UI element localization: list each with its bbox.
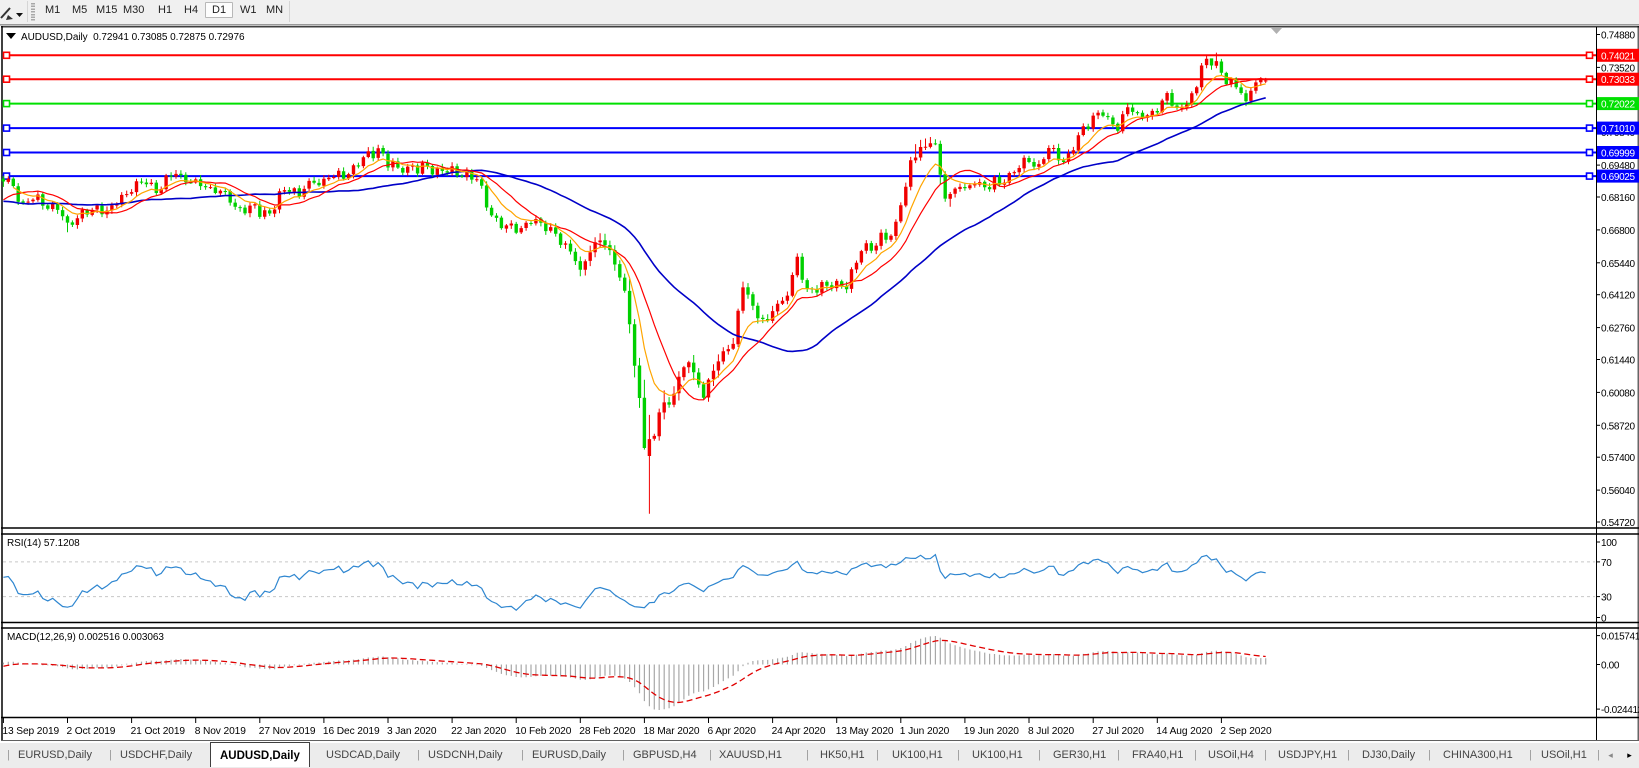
svg-text:0.66800: 0.66800 xyxy=(1601,226,1635,237)
svg-text:19 Jun 2020: 19 Jun 2020 xyxy=(964,726,1019,737)
svg-text:2 Oct 2019: 2 Oct 2019 xyxy=(67,726,116,737)
svg-text:0.58720: 0.58720 xyxy=(1601,421,1635,432)
svg-text:0.57400: 0.57400 xyxy=(1601,453,1635,464)
svg-text:6 Apr 2020: 6 Apr 2020 xyxy=(708,726,757,737)
svg-text:MACD(12,26,9) 0.002516 0.00306: MACD(12,26,9) 0.002516 0.003063 xyxy=(7,632,164,643)
svg-text:0.64120: 0.64120 xyxy=(1601,291,1635,302)
svg-text:13 May 2020: 13 May 2020 xyxy=(836,726,894,737)
svg-text:30: 30 xyxy=(1601,593,1612,604)
svg-text:14 Aug 2020: 14 Aug 2020 xyxy=(1156,726,1213,737)
svg-text:27 Jul 2020: 27 Jul 2020 xyxy=(1092,726,1144,737)
svg-text:10 Feb 2020: 10 Feb 2020 xyxy=(515,726,572,737)
svg-text:0: 0 xyxy=(1601,614,1607,625)
svg-text:13 Sep 2019: 13 Sep 2019 xyxy=(2,726,59,737)
svg-text:0.00: 0.00 xyxy=(1601,661,1620,672)
svg-text:0.73520: 0.73520 xyxy=(1601,63,1635,74)
svg-text:0.54720: 0.54720 xyxy=(1601,518,1635,529)
svg-text:AUDUSD,Daily 0.72941 0.73085: AUDUSD,Daily 0.72941 0.73085 0.72875 0.7… xyxy=(21,32,245,43)
svg-text:0.71010: 0.71010 xyxy=(1601,124,1635,135)
svg-text:2 Sep 2020: 2 Sep 2020 xyxy=(1220,726,1272,737)
svg-text:0.015741: 0.015741 xyxy=(1601,632,1639,643)
svg-text:0.74880: 0.74880 xyxy=(1601,31,1635,42)
svg-text:0.73033: 0.73033 xyxy=(1601,75,1635,86)
svg-text:16 Dec 2019: 16 Dec 2019 xyxy=(323,726,380,737)
svg-text:21 Oct 2019: 21 Oct 2019 xyxy=(131,726,186,737)
svg-text:70: 70 xyxy=(1601,558,1612,569)
svg-text:0.62760: 0.62760 xyxy=(1601,324,1635,335)
svg-text:0.65440: 0.65440 xyxy=(1601,259,1635,270)
svg-text:0.56040: 0.56040 xyxy=(1601,486,1635,497)
svg-text:0.69025: 0.69025 xyxy=(1601,172,1635,183)
svg-text:22 Jan 2020: 22 Jan 2020 xyxy=(451,726,506,737)
svg-text:RSI(14) 57.1208: RSI(14) 57.1208 xyxy=(7,538,80,549)
svg-text:27 Nov 2019: 27 Nov 2019 xyxy=(259,726,316,737)
svg-text:8 Nov 2019: 8 Nov 2019 xyxy=(195,726,247,737)
svg-text:0.72022: 0.72022 xyxy=(1601,100,1635,111)
svg-text:0.61440: 0.61440 xyxy=(1601,356,1635,367)
svg-text:0.74021: 0.74021 xyxy=(1601,51,1635,62)
svg-text:24 Apr 2020: 24 Apr 2020 xyxy=(772,726,826,737)
svg-text:1 Jun 2020: 1 Jun 2020 xyxy=(900,726,950,737)
svg-text:0.69480: 0.69480 xyxy=(1601,161,1635,172)
svg-text:28 Feb 2020: 28 Feb 2020 xyxy=(579,726,636,737)
svg-text:-0.024412: -0.024412 xyxy=(1601,705,1639,716)
svg-text:0.60080: 0.60080 xyxy=(1601,388,1635,399)
svg-text:8 Jul 2020: 8 Jul 2020 xyxy=(1028,726,1074,737)
svg-text:18 Mar 2020: 18 Mar 2020 xyxy=(643,726,700,737)
svg-text:3 Jan 2020: 3 Jan 2020 xyxy=(387,726,437,737)
svg-text:0.69999: 0.69999 xyxy=(1601,149,1635,160)
svg-text:0.68160: 0.68160 xyxy=(1601,193,1635,204)
svg-text:100: 100 xyxy=(1601,538,1617,549)
